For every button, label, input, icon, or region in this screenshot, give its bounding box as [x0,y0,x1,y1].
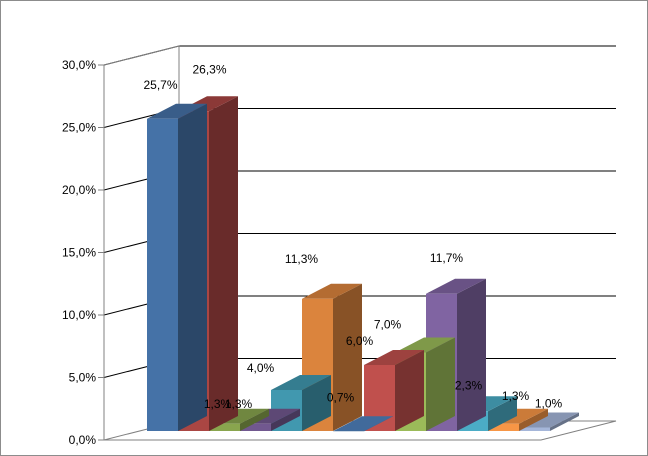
data-label: 1,3% [204,397,232,411]
data-label: 0,7% [327,390,355,404]
bar-top [147,103,207,119]
bar-side [519,408,548,431]
data-label: 1,3% [502,389,530,403]
data-label: 11,3% [285,252,318,266]
bar-side [302,375,331,431]
data-label: 2,3% [455,378,483,392]
bar-side [178,103,207,431]
data-label: 7,0% [374,318,402,332]
y-tick-label: 5,0% [69,371,97,385]
bar-top [519,412,579,428]
data-label: 1,0% [535,397,563,411]
bar-side [209,96,238,431]
data-label: 25,7% [143,78,177,92]
bar [240,423,271,431]
bar-top [364,350,424,365]
bar-top [271,375,331,390]
bar [519,427,550,431]
y-tick-label: 0,0% [69,433,97,447]
data-label: 26,3% [192,62,226,76]
bar-side [395,350,424,431]
y-tick-label: 15,0% [62,246,96,260]
bar-side [271,408,300,431]
data-label: 6,0% [346,334,374,348]
y-tick-label: 25,0% [62,121,96,135]
bar-side [240,408,269,431]
bar-top [302,283,362,299]
y-tick-label: 20,0% [62,183,96,197]
bar-top [395,337,455,353]
bar [488,423,519,431]
data-label: 4,0% [247,361,275,375]
data-label: 11,7% [430,251,463,265]
bar [147,118,178,431]
bar-side [488,396,517,431]
y-tick-label: 30,0% [62,58,96,72]
bar-top [333,416,393,432]
bar-side [333,283,362,431]
bar-side [426,337,455,431]
data-label: 1,3% [225,397,253,411]
bar-top [426,278,486,294]
bar-side [457,278,486,431]
bar [209,423,240,431]
y-tick-label: 10,0% [62,308,96,322]
bar-side [550,412,579,431]
